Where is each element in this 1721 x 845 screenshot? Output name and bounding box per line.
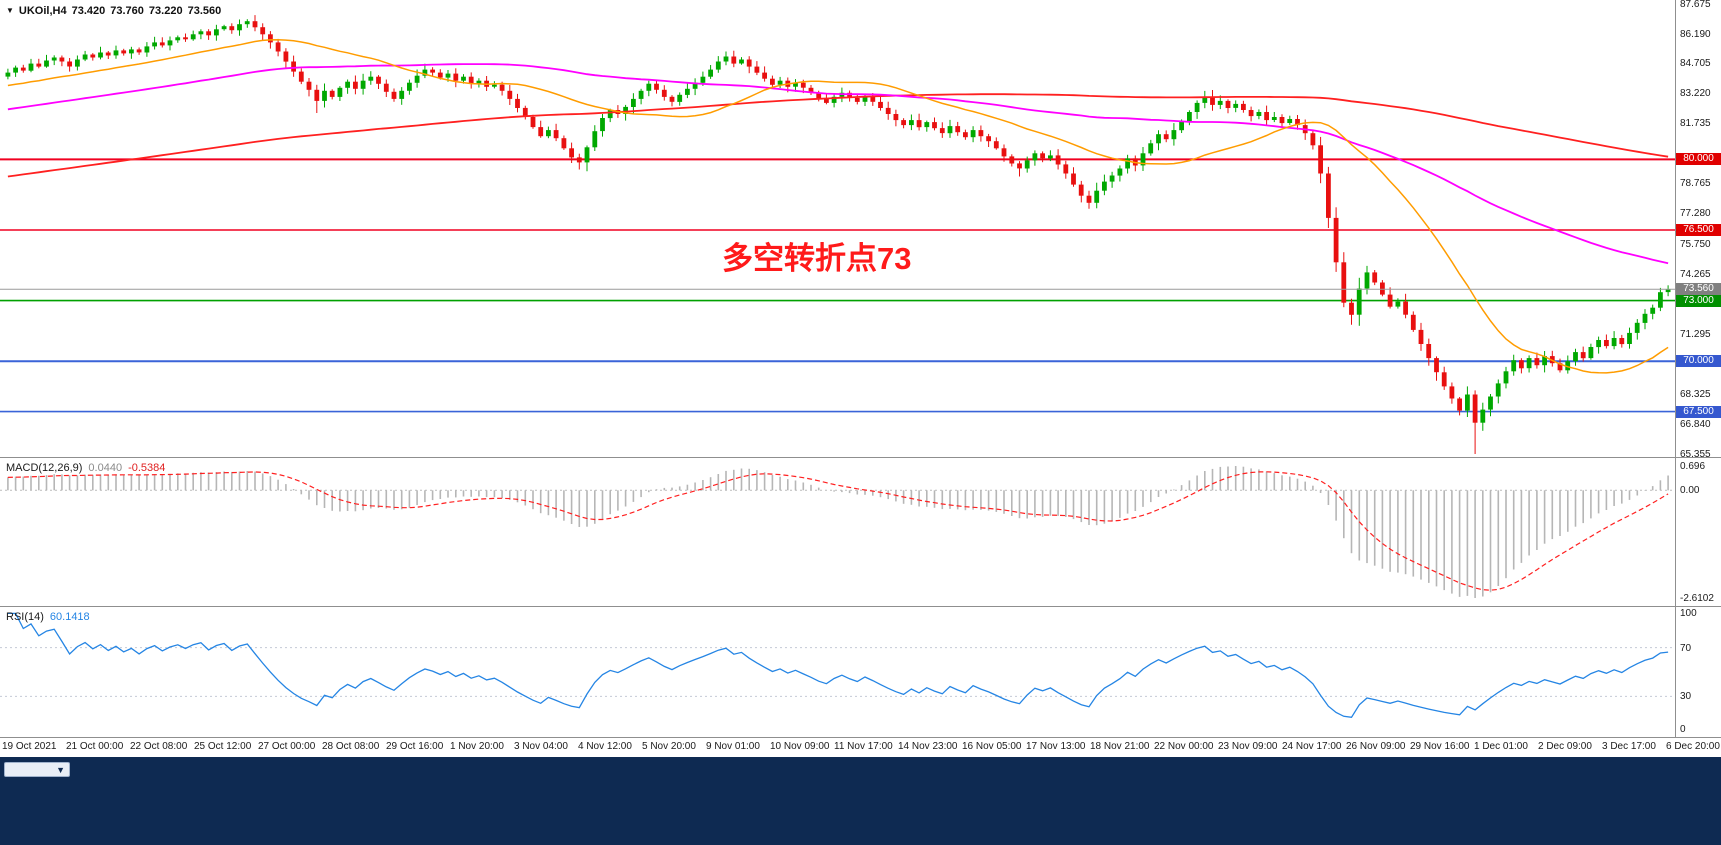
- bar-open-value: 73.420: [71, 5, 106, 17]
- time-label: 5 Nov 20:00: [642, 741, 696, 752]
- bar-high-value: 73.760: [110, 5, 144, 17]
- time-axis[interactable]: 19 Oct 2021 21 Oct 00:00 22 Oct 08:00 25 Oc…: [0, 738, 1721, 757]
- time-label: 29 Nov 16:00: [1410, 741, 1470, 752]
- time-label: 22 Oct 08:00: [130, 741, 188, 752]
- time-label: 22 Nov 00:00: [1154, 741, 1214, 752]
- rsi-line: [7, 612, 1669, 718]
- price-tick: 68.325: [1680, 388, 1711, 400]
- time-label: 6 Dec 20:00: [1666, 741, 1720, 752]
- bar-close-value: 73.560: [187, 5, 222, 17]
- bottom-bar: ▼: [0, 757, 1721, 845]
- time-label: 27 Oct 00:00: [258, 741, 316, 752]
- time-label: 9 Nov 01:00: [706, 741, 760, 752]
- rsi-label: RSI(14) 60.1418: [6, 611, 96, 623]
- macd-chart[interactable]: [0, 458, 1675, 606]
- price-badge: 70.000: [1676, 355, 1721, 368]
- macd-name: MACD(12,26,9): [6, 462, 83, 474]
- price-badge: 67.500: [1676, 405, 1721, 418]
- macd-histogram: [7, 466, 1669, 598]
- ma-fast-orange: [7, 38, 1669, 374]
- time-label: 10 Nov 09:00: [770, 741, 830, 752]
- time-label: 28 Oct 08:00: [322, 741, 380, 752]
- time-label: 16 Nov 05:00: [962, 741, 1022, 752]
- pane-separator[interactable]: [0, 606, 1721, 607]
- chart-annotation: 多空转折点73: [722, 241, 912, 276]
- time-label: 4 Nov 12:00: [578, 741, 632, 752]
- symbol-title[interactable]: UKOil,H4: [18, 5, 67, 17]
- price-axis[interactable]: 87.675 86.190 84.705 83.220 81.735 78.765 77.2…: [1675, 0, 1721, 738]
- price-tick: 75.750: [1680, 239, 1711, 251]
- pane-separator: [0, 737, 1721, 738]
- macd-indicator-pane[interactable]: [0, 458, 1675, 606]
- candlestick-chart[interactable]: [0, 0, 1675, 457]
- time-label: 1 Nov 20:00: [450, 741, 504, 752]
- macd-label: MACD(12,26,9) 0.0440 -0.5384: [6, 462, 171, 474]
- symbol-info-bar: ▼ UKOil,H4 73.420 73.760 73.220 73.560: [6, 5, 226, 17]
- ma-slow-red: [7, 93, 1669, 178]
- price-tick: 87.675: [1680, 0, 1711, 10]
- time-label: 17 Nov 13:00: [1026, 741, 1086, 752]
- price-tick: 81.735: [1680, 118, 1711, 130]
- rsi-value: 60.1418: [49, 611, 90, 623]
- pane-separator[interactable]: [0, 457, 1721, 458]
- time-label: 24 Nov 17:00: [1282, 741, 1342, 752]
- rsi-chart[interactable]: [0, 607, 1675, 737]
- macd-main-value: 0.0440: [88, 462, 123, 474]
- time-label: 3 Dec 17:00: [1602, 741, 1656, 752]
- macd-axis-max: 0.696: [1680, 461, 1706, 472]
- macd-signal-line: [7, 471, 1669, 591]
- rsi-name: RSI(14): [6, 611, 44, 623]
- price-badge: 73.000: [1676, 294, 1721, 307]
- current-price-badge: 73.560: [1676, 283, 1721, 296]
- rsi-axis-30: 30: [1680, 691, 1692, 703]
- chevron-down-icon: ▼: [56, 765, 65, 775]
- macd-axis-min: -2.6102: [1680, 593, 1714, 604]
- price-badge: 76.500: [1676, 224, 1721, 237]
- time-label: 3 Nov 04:00: [514, 741, 568, 752]
- time-label: 26 Nov 09:00: [1346, 741, 1406, 752]
- price-tick: 74.265: [1680, 269, 1711, 281]
- macd-axis-zero: 0.00: [1680, 485, 1700, 497]
- price-tick: 77.280: [1680, 208, 1711, 220]
- ma-mid-magenta: [7, 63, 1669, 265]
- macd-signal-value: -0.5384: [128, 462, 166, 474]
- price-badge: 80.000: [1676, 153, 1721, 166]
- time-label: 29 Oct 16:00: [386, 741, 444, 752]
- price-tick: 84.705: [1680, 58, 1711, 70]
- time-label: 25 Oct 12:00: [194, 741, 252, 752]
- time-label: 2 Dec 09:00: [1538, 741, 1592, 752]
- time-label: 11 Nov 17:00: [834, 741, 893, 752]
- time-label: 23 Nov 09:00: [1218, 741, 1278, 752]
- main-chart-pane[interactable]: 多空转折点73: [0, 0, 1675, 457]
- bar-low-value: 73.220: [148, 5, 183, 17]
- time-label: 1 Dec 01:00: [1474, 741, 1528, 752]
- time-label: 19 Oct 2021: [2, 741, 57, 752]
- time-label: 18 Nov 21:00: [1090, 741, 1150, 752]
- price-tick: 65.355: [1680, 448, 1711, 460]
- price-tick: 66.840: [1680, 418, 1711, 430]
- time-label: 21 Oct 00:00: [66, 741, 124, 752]
- rsi-indicator-pane[interactable]: [0, 607, 1675, 737]
- rsi-axis-70: 70: [1680, 642, 1692, 654]
- price-tick: 71.295: [1680, 329, 1711, 341]
- price-tick: 86.190: [1680, 28, 1711, 40]
- symbol-dropdown-icon[interactable]: ▼: [6, 6, 14, 15]
- price-tick: 83.220: [1680, 88, 1711, 100]
- time-label: 14 Nov 23:00: [898, 741, 958, 752]
- price-tick: 78.765: [1680, 178, 1711, 190]
- rsi-axis-0: 0: [1680, 724, 1686, 735]
- rsi-axis-100: 100: [1680, 608, 1697, 619]
- bottom-panel-dropdown[interactable]: ▼: [4, 762, 70, 777]
